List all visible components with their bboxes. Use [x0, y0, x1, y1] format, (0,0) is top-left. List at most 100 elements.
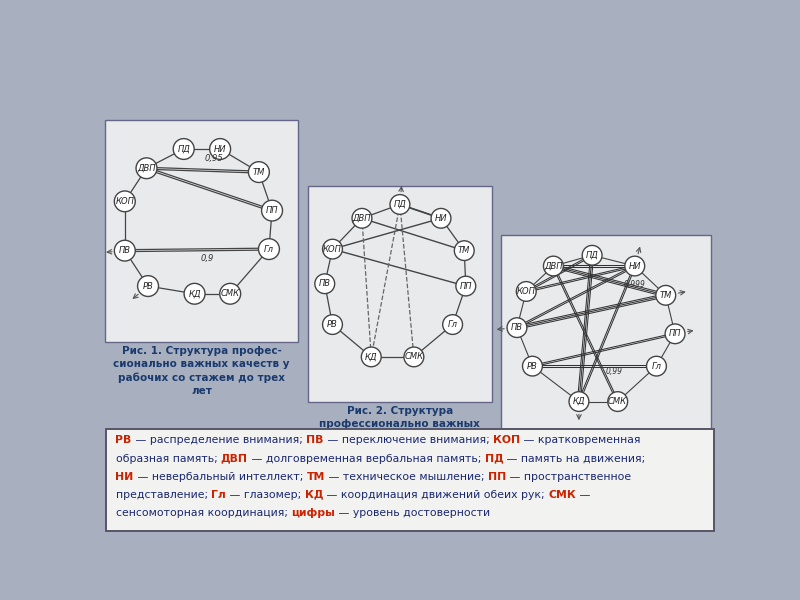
Text: ТМ: ТМ [458, 246, 470, 255]
Text: ПП: ПП [669, 329, 682, 338]
Text: — пространственное: — пространственное [506, 472, 631, 482]
Text: 0,95: 0,95 [204, 154, 223, 163]
Text: Гл: Гл [448, 320, 458, 329]
Circle shape [646, 356, 666, 376]
Circle shape [138, 275, 158, 296]
Text: — кратковременная: — кратковременная [520, 436, 640, 445]
Text: РВ: РВ [142, 281, 154, 290]
Text: ТМ: ТМ [659, 291, 672, 300]
Text: —: — [576, 490, 590, 500]
Text: ПП: ПП [266, 206, 278, 215]
Circle shape [390, 194, 410, 214]
Text: КД: КД [365, 352, 378, 361]
Text: ПВ: ПВ [318, 279, 330, 288]
Text: КД: КД [573, 397, 586, 406]
Text: сенсомоторная координация;: сенсомоторная координация; [115, 508, 291, 518]
Circle shape [362, 347, 381, 367]
Text: — техническое мышление;: — техническое мышление; [325, 472, 488, 482]
Text: Рис. 2. Структура
профессионально важных
качеств у рабочих со стажем от
4 до 10 : Рис. 2. Структура профессионально важных… [302, 406, 498, 457]
Text: 0,999: 0,999 [623, 280, 646, 289]
Text: РВ: РВ [327, 320, 338, 329]
Text: ПД: ПД [485, 454, 503, 464]
Text: ПД: ПД [394, 200, 406, 209]
Circle shape [210, 139, 230, 160]
Text: КОП: КОП [115, 197, 134, 206]
Text: ПВ: ПВ [118, 246, 131, 255]
FancyBboxPatch shape [502, 235, 710, 451]
Circle shape [114, 191, 135, 212]
Text: ПД: ПД [586, 251, 598, 260]
Text: ПП: ПП [488, 472, 506, 482]
Text: СМК: СМК [221, 289, 240, 298]
Text: 0,99: 0,99 [606, 367, 623, 376]
Text: РВ: РВ [527, 362, 538, 371]
Text: ДВП: ДВП [138, 164, 156, 173]
Circle shape [249, 162, 270, 182]
Circle shape [174, 139, 194, 160]
Text: РВ: РВ [115, 436, 132, 445]
Circle shape [220, 283, 241, 304]
Text: — распределение внимания;: — распределение внимания; [132, 436, 306, 445]
Text: КОП: КОП [517, 287, 536, 296]
Circle shape [114, 240, 135, 261]
Text: ПД: ПД [178, 145, 190, 154]
Text: — долговременная вербальная память;: — долговременная вербальная память; [248, 454, 485, 464]
Text: 0,9: 0,9 [201, 254, 214, 263]
Text: Гл: Гл [211, 490, 226, 500]
Circle shape [454, 241, 474, 260]
Circle shape [404, 347, 424, 367]
Text: — невербальный интеллект;: — невербальный интеллект; [134, 472, 306, 482]
Text: КОП: КОП [323, 245, 342, 254]
Circle shape [582, 245, 602, 265]
Text: Гл: Гл [264, 245, 274, 254]
Circle shape [431, 208, 451, 228]
Text: КОП: КОП [493, 436, 520, 445]
Circle shape [352, 208, 372, 228]
Text: СМК: СМК [404, 352, 423, 361]
Circle shape [315, 274, 334, 293]
Text: — переключение внимания;: — переключение внимания; [323, 436, 493, 445]
Text: Гл: Гл [651, 362, 662, 371]
Circle shape [608, 392, 628, 412]
Text: НИ: НИ [214, 145, 226, 154]
Text: — глазомер;: — глазомер; [226, 490, 305, 500]
Circle shape [516, 281, 536, 301]
Circle shape [543, 256, 563, 276]
Text: — координация движений обеих рук;: — координация движений обеих рук; [323, 490, 548, 500]
Circle shape [569, 392, 589, 412]
FancyBboxPatch shape [106, 120, 298, 341]
Text: НИ: НИ [115, 472, 134, 482]
Text: ТМ: ТМ [253, 167, 265, 176]
Text: ДВП: ДВП [544, 262, 562, 271]
Text: Рис. 3. Структура профессионально
важных качеств у рабочих со стажем
от свыше 10: Рис. 3. Структура профессионально важных… [496, 455, 716, 493]
FancyBboxPatch shape [308, 186, 492, 401]
Circle shape [258, 239, 279, 259]
Text: — уровень достоверности: — уровень достоверности [335, 508, 490, 518]
Text: — память на движения;: — память на движения; [503, 454, 646, 464]
Text: ДВП: ДВП [221, 454, 248, 464]
Circle shape [456, 276, 476, 296]
Text: цифры: цифры [291, 508, 335, 518]
Circle shape [442, 315, 462, 334]
Text: Рис. 1. Структура профес-
сионально важных качеств у
рабочих со стажем до трех
л: Рис. 1. Структура профес- сионально важн… [114, 346, 290, 397]
Circle shape [665, 324, 685, 344]
Text: КД: КД [305, 490, 323, 500]
Circle shape [262, 200, 282, 221]
Text: ПП: ПП [459, 281, 472, 290]
Circle shape [322, 239, 342, 259]
Circle shape [625, 256, 645, 276]
Text: СМК: СМК [608, 397, 627, 406]
Text: НИ: НИ [629, 262, 641, 271]
Circle shape [522, 356, 542, 376]
Circle shape [136, 158, 157, 179]
Text: представление;: представление; [115, 490, 211, 500]
Text: образная память;: образная память; [115, 454, 221, 464]
Text: КД: КД [188, 289, 201, 298]
Text: ПВ: ПВ [306, 436, 323, 445]
Text: НИ: НИ [434, 214, 447, 223]
Circle shape [184, 283, 205, 304]
Text: ДВП: ДВП [353, 214, 371, 223]
Text: ПВ: ПВ [511, 323, 523, 332]
Circle shape [656, 286, 676, 305]
FancyBboxPatch shape [106, 429, 714, 531]
